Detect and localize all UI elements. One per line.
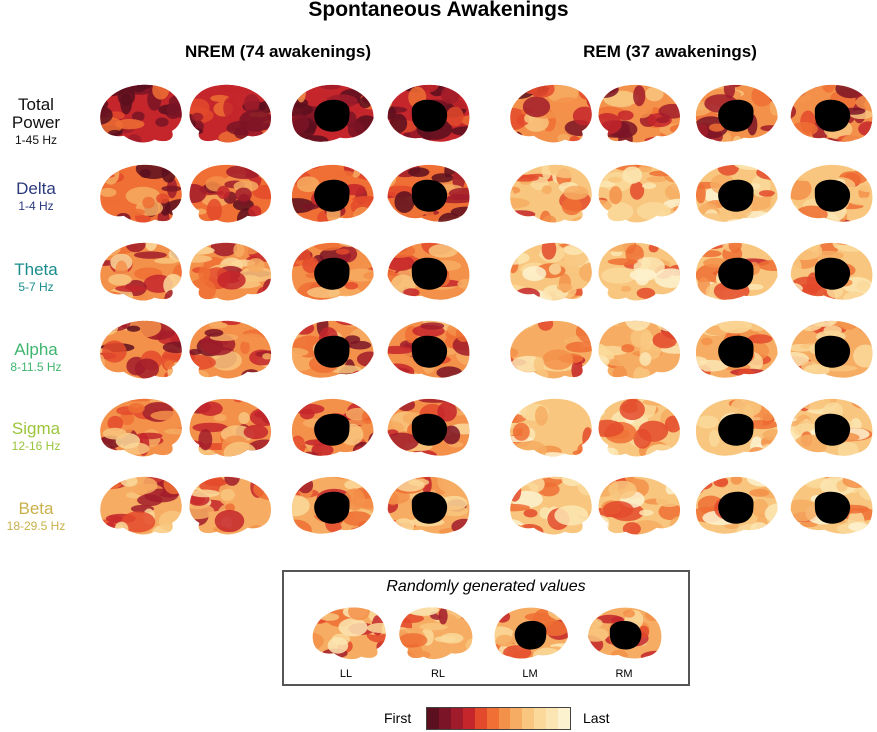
row-freq: 8-11.5 Hz <box>10 359 62 374</box>
colorbar <box>426 707 571 730</box>
brain-surface <box>510 84 592 143</box>
row-label-delta: Delta 1-4 Hz <box>0 180 72 212</box>
brain-surface <box>100 242 182 301</box>
colorbar-step <box>438 708 451 729</box>
brain-surface <box>189 476 272 535</box>
brain-surface <box>695 476 778 534</box>
brain-surface <box>291 84 374 142</box>
brain-surface <box>387 320 470 378</box>
row-name: Total Power <box>11 95 61 132</box>
brain-surface <box>189 398 272 457</box>
row-freq: 1-45 Hz <box>14 132 58 147</box>
brain-surface <box>189 164 272 223</box>
colorbar-step <box>522 708 535 729</box>
view-label-ll: LL <box>339 668 353 680</box>
brain-surface <box>387 84 470 142</box>
row-label-beta: Beta 18-29.5 Hz <box>0 500 72 532</box>
brain-surface <box>387 164 470 222</box>
colorbar-step <box>498 708 511 729</box>
brain-surface <box>790 476 873 534</box>
brain-surface <box>100 476 182 535</box>
row-label-theta: Theta 5-7 Hz <box>0 261 72 293</box>
brain-surface <box>598 84 681 143</box>
colorbar-step <box>427 708 439 729</box>
brain-surface <box>387 398 470 456</box>
brain-surface <box>510 398 592 457</box>
brain-surface <box>189 242 272 301</box>
brain-surface <box>100 398 182 457</box>
brain-surface <box>790 84 873 142</box>
brain-surface <box>790 164 873 222</box>
brain-surface <box>387 476 470 534</box>
brain-surface <box>291 398 374 456</box>
colorbar-step <box>474 708 487 729</box>
colorbar-step <box>450 708 463 729</box>
brain-surface <box>790 398 873 456</box>
colorbar-step <box>558 708 571 729</box>
view-label-lm: LM <box>522 668 538 680</box>
row-name: Theta <box>14 260 58 279</box>
brain-surface <box>291 164 374 222</box>
brain-surface <box>695 164 778 222</box>
brain-surface <box>790 320 873 378</box>
figure-title: Spontaneous Awakenings <box>308 0 569 21</box>
brain-surface <box>100 84 182 143</box>
colorbar-max-label: Last <box>583 710 610 726</box>
brain-surface <box>387 242 470 300</box>
group-title-rem: REM (37 awakenings) <box>583 42 757 61</box>
brain-surface <box>291 320 374 378</box>
brain-surface <box>695 84 778 142</box>
brain-surface <box>399 607 473 660</box>
colorbar-step <box>534 708 547 729</box>
group-title-nrem: NREM (74 awakenings) <box>184 42 372 61</box>
row-freq: 18-29.5 Hz <box>6 518 66 533</box>
row-freq: 5-7 Hz <box>18 279 54 294</box>
brain-surface <box>598 476 681 535</box>
brain-surface <box>510 320 592 379</box>
row-freq: 1-4 Hz <box>18 198 54 213</box>
brain-surface <box>189 84 272 143</box>
row-label-sigma: Sigma 12-16 Hz <box>0 420 72 452</box>
brain-surface <box>291 242 374 300</box>
brain-surface <box>510 242 592 301</box>
row-label-total-power: Total Power 1-45 Hz <box>0 96 72 146</box>
brain-surface <box>100 164 182 223</box>
brain-surface <box>790 242 873 300</box>
colorbar-step <box>546 708 559 729</box>
row-name: Beta <box>18 499 54 518</box>
brain-surface <box>598 320 681 379</box>
colorbar-step <box>510 708 523 729</box>
brain-surface <box>291 476 374 534</box>
brain-surface <box>695 398 778 456</box>
brain-surface <box>598 398 681 457</box>
brain-surface <box>510 476 592 535</box>
random-values-panel: Randomly generated values LL RL LM RM <box>282 570 690 686</box>
brain-surface <box>695 320 778 378</box>
colorbar-min-label: First <box>384 710 412 726</box>
brain-surface <box>510 164 592 223</box>
row-label-alpha: Alpha 8-11.5 Hz <box>0 341 72 373</box>
brain-surface <box>598 164 681 223</box>
random-panel-title: Randomly generated values <box>386 578 586 595</box>
view-label-rm: RM <box>615 668 633 680</box>
brain-surface <box>598 242 681 301</box>
row-name: Alpha <box>14 340 58 359</box>
row-freq: 12-16 Hz <box>11 438 61 453</box>
brain-surface <box>695 242 778 300</box>
view-label-rl: RL <box>430 668 446 680</box>
colorbar-step <box>486 708 499 729</box>
brain-surface <box>189 320 272 379</box>
row-name: Sigma <box>11 419 61 438</box>
colorbar-step <box>462 708 475 729</box>
row-name: Delta <box>16 179 56 198</box>
brain-surface <box>100 320 182 379</box>
